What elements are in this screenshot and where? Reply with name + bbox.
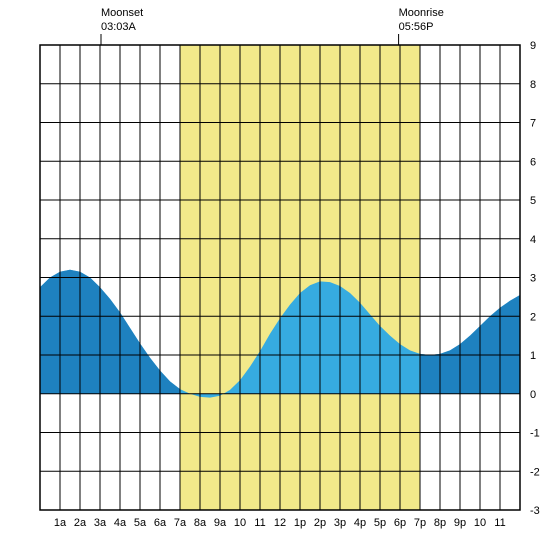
x-tick-label: 7a bbox=[174, 517, 187, 529]
x-tick-label: 2p bbox=[314, 517, 326, 529]
tide-area-dark-left bbox=[40, 270, 180, 394]
tide-area-dark-right bbox=[420, 295, 520, 394]
x-tick-label: 5a bbox=[134, 517, 147, 529]
x-tick-label: 2a bbox=[74, 517, 87, 529]
x-tick-label: 6a bbox=[154, 517, 167, 529]
y-tick-label: 0 bbox=[530, 389, 536, 401]
y-tick-label: 4 bbox=[530, 234, 536, 246]
y-tick-label: 5 bbox=[530, 195, 536, 207]
y-tick-label: 2 bbox=[530, 311, 536, 323]
y-tick-label: -1 bbox=[530, 428, 540, 440]
x-tick-label: 8a bbox=[194, 517, 207, 529]
y-tick-label: 7 bbox=[530, 118, 536, 130]
x-tick-label: 11 bbox=[494, 517, 505, 529]
chart-svg: 1a2a3a4a5a6a7a8a9a1011121p2p3p4p5p6p7p8p… bbox=[0, 0, 550, 550]
y-tick-label: 1 bbox=[530, 350, 536, 362]
x-tick-label: 3p bbox=[334, 517, 346, 529]
x-tick-label: 12 bbox=[274, 517, 286, 529]
x-tick-label: 8p bbox=[434, 517, 446, 529]
y-tick-label: 3 bbox=[530, 273, 536, 285]
x-tick-label: 10 bbox=[474, 517, 486, 529]
moon-label-time: 03:03A bbox=[101, 21, 137, 33]
x-tick-label: 1a bbox=[54, 517, 67, 529]
x-tick-label: 1p bbox=[294, 517, 306, 529]
moon-label-title: Moonset bbox=[101, 7, 143, 19]
x-tick-label: 10 bbox=[234, 517, 246, 529]
y-tick-label: -2 bbox=[530, 466, 540, 478]
x-tick-label: 4a bbox=[114, 517, 127, 529]
moon-label-time: 05:56P bbox=[399, 21, 434, 33]
x-tick-label: 9a bbox=[214, 517, 227, 529]
y-tick-label: 8 bbox=[530, 79, 536, 91]
x-tick-label: 4p bbox=[354, 517, 366, 529]
y-tick-label: -3 bbox=[530, 505, 540, 517]
x-tick-label: 5p bbox=[374, 517, 386, 529]
x-tick-label: 3a bbox=[94, 517, 107, 529]
tide-chart: 1a2a3a4a5a6a7a8a9a1011121p2p3p4p5p6p7p8p… bbox=[0, 0, 550, 550]
moon-label-title: Moonrise bbox=[399, 7, 444, 19]
x-tick-label: 6p bbox=[394, 517, 406, 529]
y-tick-label: 6 bbox=[530, 156, 536, 168]
y-tick-label: 9 bbox=[530, 40, 536, 52]
x-tick-label: 11 bbox=[254, 517, 265, 529]
x-tick-label: 9p bbox=[454, 517, 466, 529]
x-tick-label: 7p bbox=[414, 517, 426, 529]
